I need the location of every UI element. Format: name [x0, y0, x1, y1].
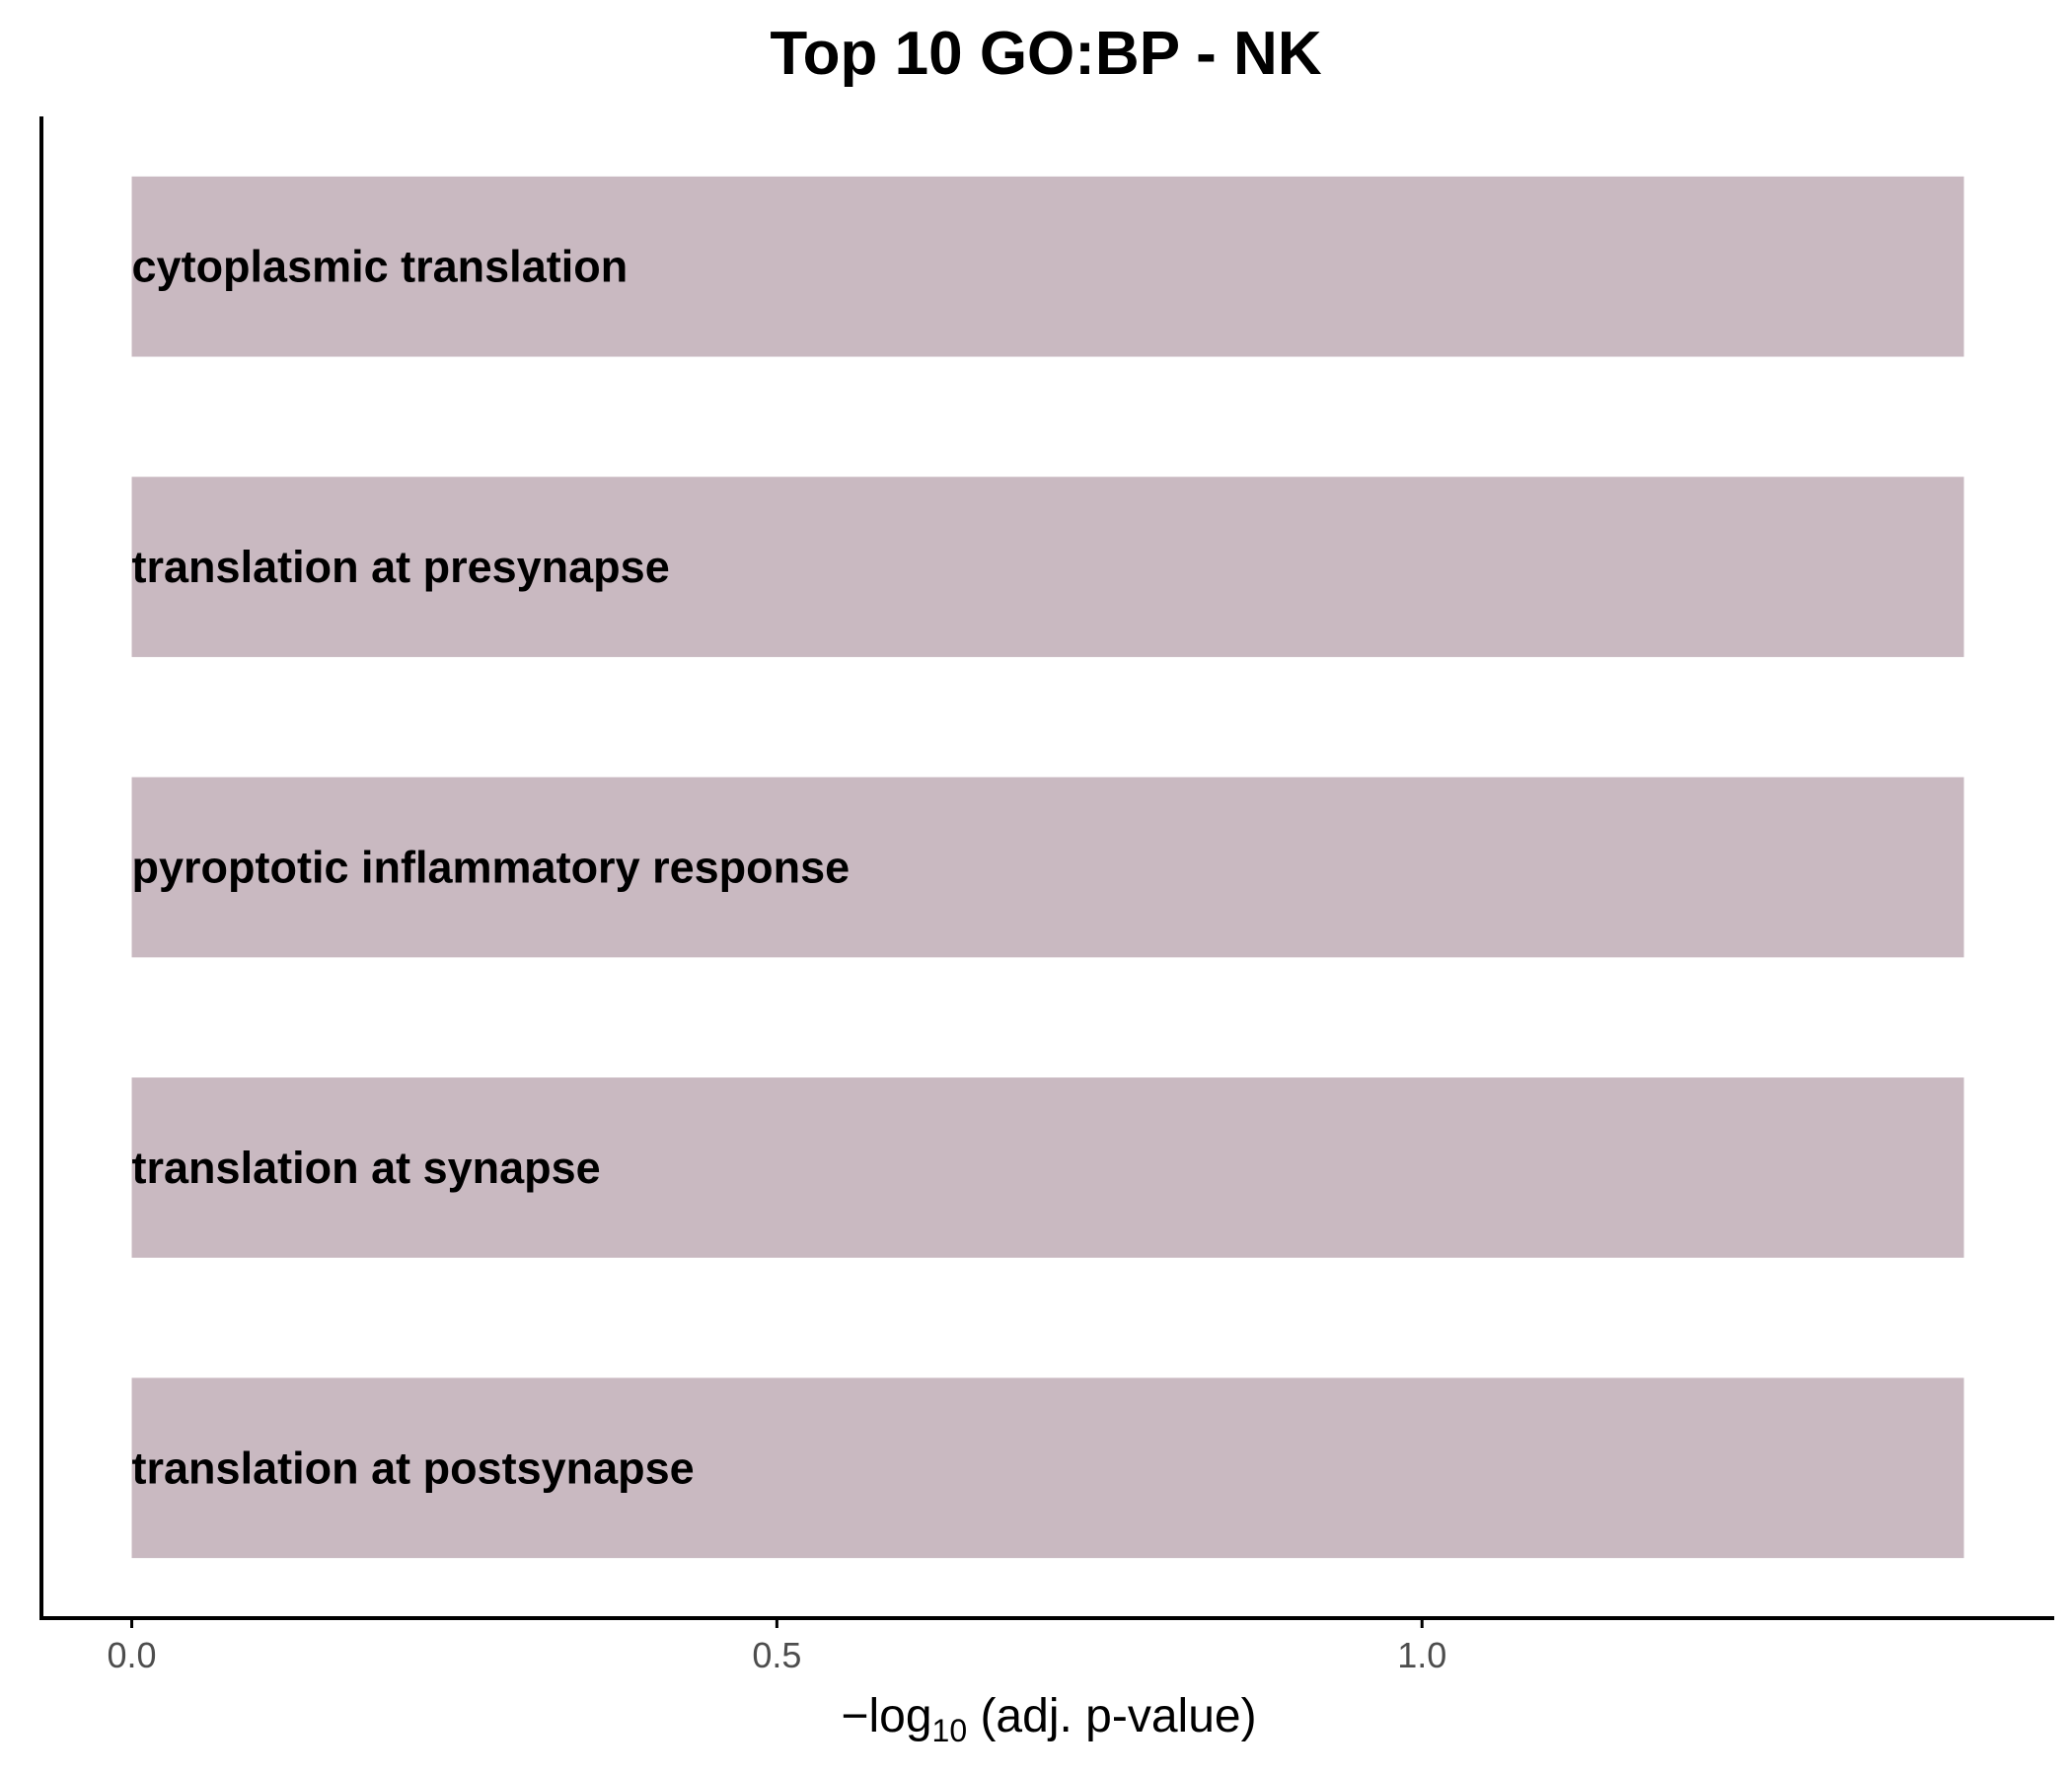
axes-layer: [39, 116, 2054, 1620]
x-tick-label: 0.5: [752, 1635, 801, 1675]
x-ticks: 0.0 0.5 1.0: [108, 1618, 1446, 1675]
bar: [131, 1377, 1964, 1559]
bars-layer: cytoplasmic translation translation at pr…: [131, 176, 1964, 1559]
bar-label: translation at presynapse: [132, 542, 670, 592]
x-tick-label: 1.0: [1397, 1635, 1446, 1675]
bar-label: translation at synapse: [132, 1143, 601, 1193]
x-tick-label: 0.0: [108, 1635, 157, 1675]
bar: [131, 1077, 1964, 1258]
bar-label: translation at postsynapse: [132, 1443, 695, 1493]
bar-label: pyroptotic inflammatory response: [132, 843, 851, 893]
bar-label: cytoplasmic translation: [132, 242, 629, 292]
chart-title: Top 10 GO:BP - NK: [770, 20, 1321, 88]
x-axis-title-subscript: 10: [932, 1713, 968, 1748]
bar: [131, 176, 1964, 357]
bar: [131, 477, 1964, 657]
x-axis-title-prefix: −log: [841, 1690, 931, 1742]
bar: [131, 777, 1964, 958]
x-axis-title-suffix: (adj. p-value): [967, 1690, 1256, 1742]
x-axis-title: −log10 (adj. p-value): [841, 1690, 1256, 1748]
